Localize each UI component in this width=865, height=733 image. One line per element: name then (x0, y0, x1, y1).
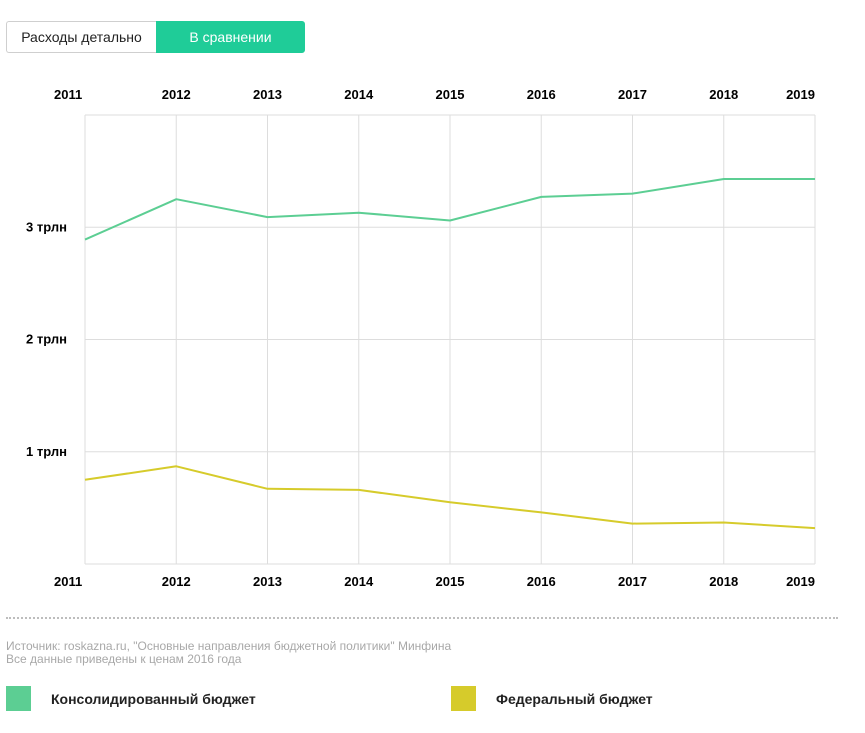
x-tick-label-top: 2016 (527, 87, 556, 102)
source-note: Источник: roskazna.ru, "Основные направл… (6, 640, 451, 666)
x-tick-label-top: 2015 (436, 87, 465, 102)
series-line-consolidated (84, 178, 815, 241)
tab-expenses-detailed[interactable]: Расходы детально (6, 21, 156, 53)
x-tick-label-bottom: 2011 (54, 574, 82, 589)
legend-label-consolidated: Консолидированный бюджет (51, 690, 256, 707)
budget-line-chart: 2011 2011 2012 2012 2013 2013 2014 2014 2015 2015… (26, 87, 816, 589)
x-tick-label-bottom: 2015 (436, 574, 465, 589)
x-tick-label-bottom: 2018 (709, 574, 738, 589)
x-tick-label-bottom: 2013 (253, 574, 282, 589)
x-tick-label-top: 2013 (253, 87, 282, 102)
legend-item-consolidated: Консолидированный бюджет (6, 686, 256, 711)
chart-labels: 2011 2011 2012 2012 2013 2013 2014 2014 2015 2015… (26, 87, 815, 589)
price-basis-note: Все данные приведены к ценам 2016 года (6, 652, 242, 666)
x-tick-label-bottom: 2016 (527, 574, 556, 589)
chart-grid (84, 114, 816, 565)
x-tick-label-top: 2019 (786, 87, 815, 102)
legend-swatch-federal (451, 686, 476, 711)
series-line-federal (84, 465, 816, 530)
tab-comparison[interactable]: В сравнении (156, 21, 305, 53)
x-tick-label-bottom: 2019 (786, 574, 815, 589)
chart-series (84, 178, 816, 530)
y-tick-label: 1 трлн (26, 444, 67, 459)
x-tick-label-top: 2012 (162, 87, 191, 102)
legend-swatch-consolidated (6, 686, 31, 711)
x-tick-label-top: 2014 (344, 87, 374, 102)
legend-label-federal: Федеральный бюджет (496, 690, 653, 707)
section-divider (6, 617, 838, 619)
x-tick-label-bottom: 2014 (344, 574, 374, 589)
y-tick-label: 3 трлн (26, 219, 67, 234)
x-tick-label-bottom: 2017 (618, 574, 647, 589)
source-line: Источник: roskazna.ru, "Основные направл… (6, 639, 452, 653)
y-tick-label: 2 трлн (26, 332, 67, 347)
x-tick-label-top: 2017 (618, 87, 647, 102)
view-tabs: Расходы детально В сравнении (6, 21, 305, 53)
legend-item-federal: Федеральный бюджет (451, 686, 653, 711)
x-tick-label-top: 2011 (54, 87, 82, 102)
x-tick-label-top: 2018 (709, 87, 738, 102)
x-tick-label-bottom: 2012 (162, 574, 191, 589)
